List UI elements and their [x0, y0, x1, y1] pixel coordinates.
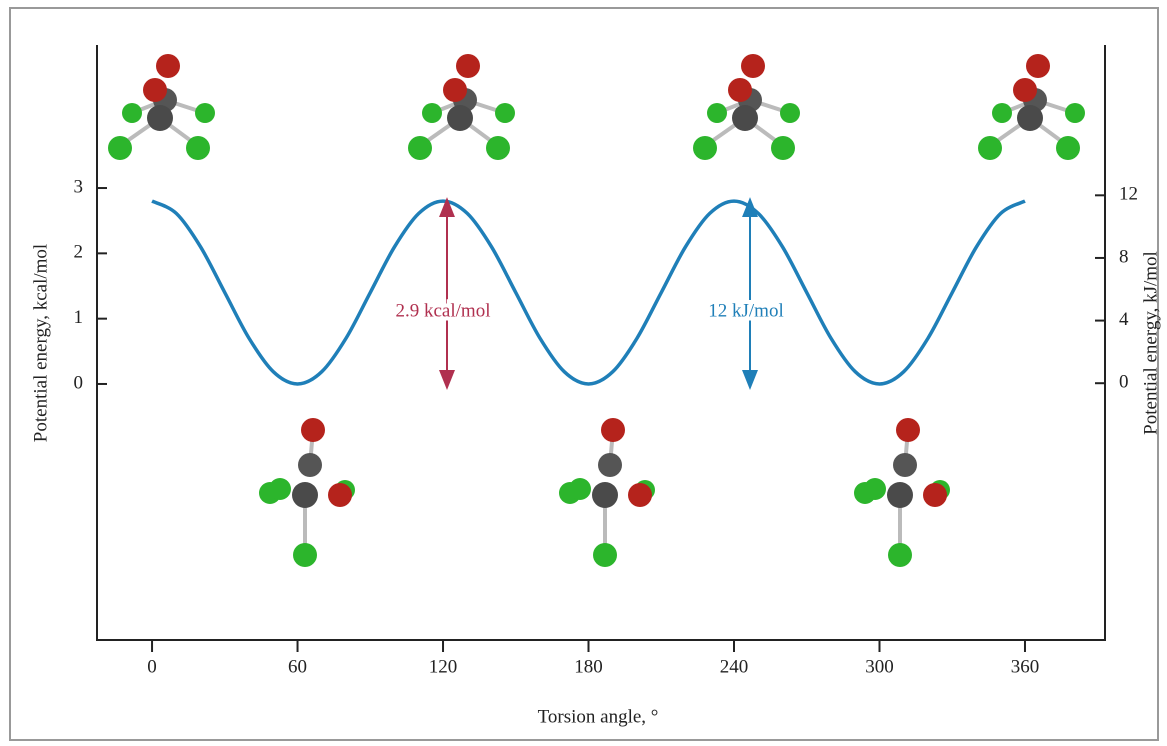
x-tick-label: 240: [720, 656, 749, 677]
y-tick-label: 1: [74, 307, 84, 328]
molecules: [108, 54, 1085, 567]
chart: Torsion angle, ° Potential energy, kcal/…: [0, 0, 1167, 746]
annotation: 2.9 kcal/mol: [396, 300, 491, 321]
y-tick-label: 0: [74, 372, 84, 393]
x-tick-label: 120: [429, 656, 458, 677]
y2-tick-label: 4: [1119, 309, 1129, 330]
y2-tick-label: 8: [1119, 246, 1129, 267]
y2-tick-label: 12: [1119, 184, 1138, 205]
x-tick-label: 300: [865, 656, 894, 677]
y2-axis-label: Potential energy, kJ/mol: [1140, 251, 1161, 435]
x-tick-label: 60: [288, 656, 307, 677]
annotation: 12 kJ/mol: [708, 300, 783, 321]
y-tick-label: 3: [74, 176, 84, 197]
y2-tick-label: 0: [1119, 372, 1129, 393]
y-axis-label: Potential energy, kcal/mol: [30, 244, 51, 442]
y-tick-label: 2: [74, 242, 84, 263]
x-tick-label: 180: [574, 656, 603, 677]
energy-curve: [152, 201, 1025, 384]
frame: [10, 8, 1158, 740]
x-tick-label: 360: [1011, 656, 1040, 677]
x-tick-label: 0: [147, 656, 157, 677]
x-axis-label: Torsion angle, °: [538, 706, 659, 727]
